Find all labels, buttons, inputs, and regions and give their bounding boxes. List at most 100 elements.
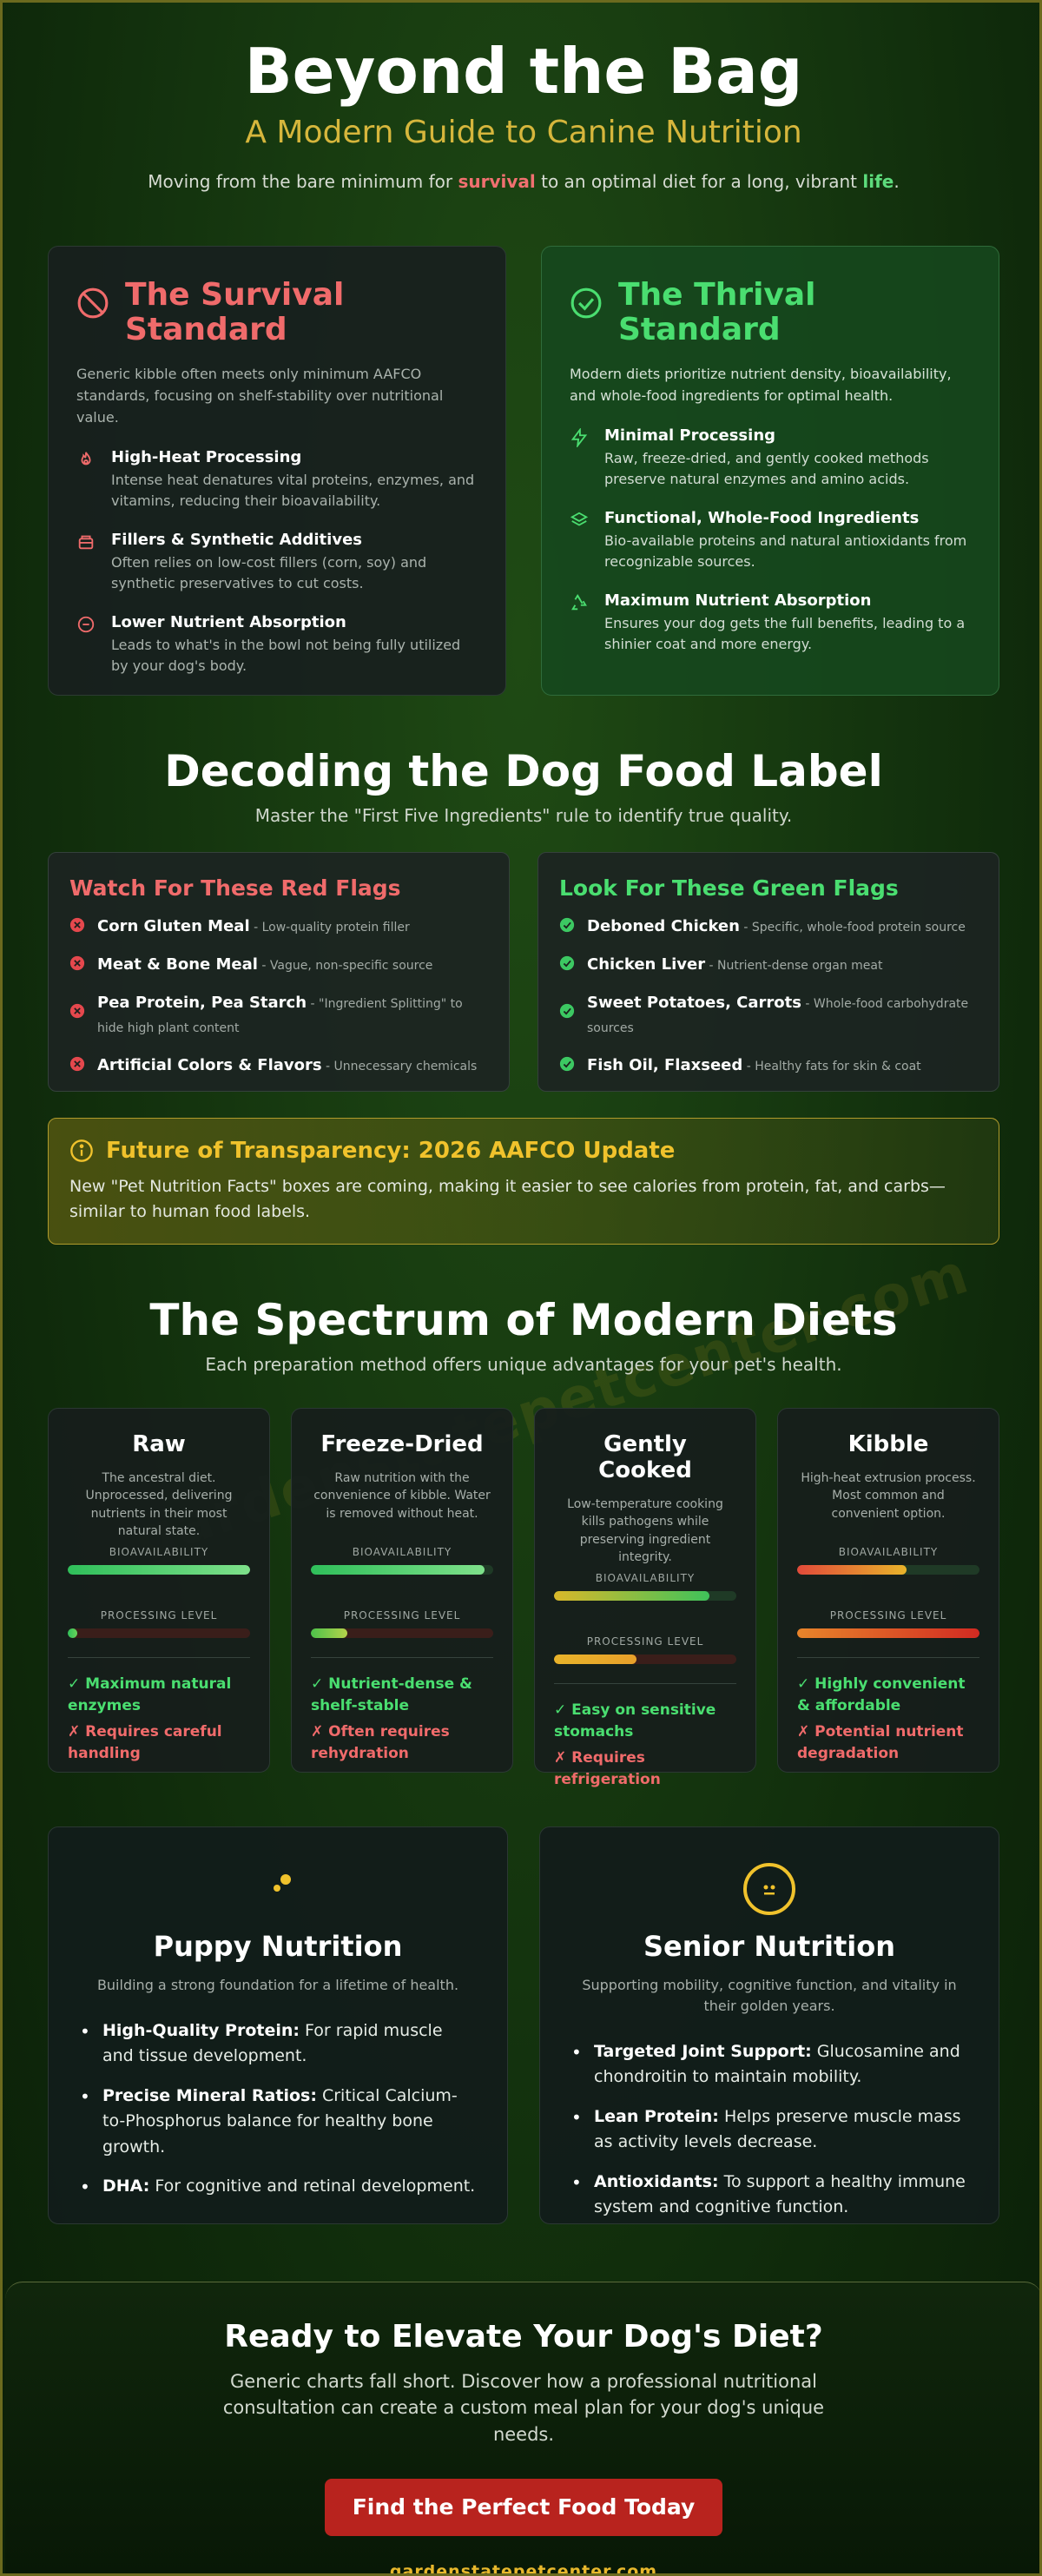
intro-mid: to an optimal diet for a long, vibrant — [535, 171, 863, 193]
intro-survival: survival — [458, 171, 536, 193]
senior-circle-icon — [743, 1863, 795, 1915]
red-flag-name: Corn Gluten Meal — [97, 917, 250, 935]
bioavailability-label: BIOAVAILABILITY — [109, 1546, 209, 1558]
diet-description: Raw nutrition with the convenience of ki… — [313, 1471, 491, 1521]
processing-bar — [797, 1628, 979, 1638]
green-flags-card: Look For These Green Flags Deboned Chick… — [537, 852, 999, 1092]
list-item: High-Quality Protein: For rapid muscle a… — [78, 2018, 478, 2070]
bioavailability-fill — [554, 1591, 709, 1601]
survival-item-text: Leads to what's in the bowl not being fu… — [111, 636, 461, 674]
check-dot-icon — [559, 955, 575, 970]
recycle-icon — [571, 593, 587, 611]
red-flag-item: Artificial Colors & Flavors - Unnecessar… — [69, 1054, 488, 1078]
thrival-description: Modern diets prioritize nutrient density… — [570, 366, 952, 404]
red-flag-desc: - Vague, non-specific source — [257, 958, 433, 973]
bioavailability-bar — [311, 1565, 493, 1575]
survival-description: Generic kibble often meets only minimum … — [76, 366, 444, 426]
divider — [554, 1683, 736, 1684]
processing-label: PROCESSING LEVEL — [586, 1635, 704, 1648]
thrival-item-text: Raw, freeze-dried, and gently cooked met… — [604, 449, 929, 487]
green-flag-item: Deboned Chicken - Specific, whole-food p… — [559, 915, 978, 939]
item-text: Critical Calcium-to-Phosphorus balance f… — [102, 2085, 458, 2157]
processing-label: PROCESSING LEVEL — [829, 1609, 947, 1622]
cta-text: Generic charts fall short. Discover how … — [222, 2371, 825, 2445]
red-flag-desc: - Unnecessary chemicals — [321, 1059, 478, 1073]
thrival-item-title: Minimal Processing — [604, 426, 776, 445]
ban-icon — [77, 287, 109, 319]
puppy-description: Building a strong foundation for a lifet… — [96, 1977, 459, 1993]
survival-item: High-Heat Processing Intense heat denatu… — [76, 448, 478, 512]
thrival-title: The Thrival Standard — [618, 277, 816, 347]
bioavailability-fill — [68, 1565, 250, 1575]
list-item: Antioxidants: To support a healthy immun… — [570, 2170, 969, 2221]
survival-item-title: Fillers & Synthetic Additives — [111, 530, 362, 549]
diets-section-title: The Spectrum of Modern Diets — [149, 1295, 898, 1345]
website-link[interactable]: gardenstatepetcenter.com — [389, 2562, 658, 2576]
bioavailability-bar — [797, 1565, 979, 1575]
survival-item-text: Often relies on low-cost fillers (corn, … — [111, 553, 427, 591]
container-icon — [78, 535, 94, 549]
find-food-button[interactable]: Find the Perfect Food Today — [325, 2479, 722, 2537]
diet-card-gently-cooked: Gently Cooked Low-temperature cooking ki… — [534, 1408, 756, 1788]
diet-name: Freeze-Dried — [320, 1431, 484, 1457]
thrival-item-text: Bio-available proteins and natural antio… — [604, 532, 967, 570]
minus-circle-icon — [77, 616, 95, 632]
thrival-item-text: Ensures your dog gets the full benefits,… — [604, 614, 966, 652]
x-circle-icon — [69, 955, 85, 970]
diet-card-kibble: Kibble High-heat extrusion process. Most… — [777, 1408, 999, 1773]
diet-con: ✗ Requires refrigeration — [554, 1749, 661, 1788]
survival-item-text: Intense heat denatures vital proteins, e… — [111, 471, 475, 509]
green-flag-desc: - Nutrient-dense organ meat — [705, 958, 883, 973]
intro-pre: Moving from the bare minimum for — [148, 171, 458, 193]
red-flag-item: Pea Protein, Pea Starch - "Ingredient Sp… — [69, 991, 488, 1040]
survival-item-title: High-Heat Processing — [111, 447, 302, 466]
diets-section-subtitle: Each preparation method offers unique ad… — [205, 1354, 842, 1375]
green-flag-desc: - Healthy fats for skin & coat — [742, 1059, 921, 1073]
green-flag-item: Fish Oil, Flaxseed - Healthy fats for sk… — [559, 1054, 978, 1078]
list-item: Lean Protein: Helps preserve muscle mass… — [570, 2104, 969, 2156]
green-flag-name: Deboned Chicken — [587, 917, 740, 935]
bioavailability-label: BIOAVAILABILITY — [595, 1572, 696, 1584]
senior-list: Targeted Joint Support: Glucosamine and … — [570, 2039, 969, 2221]
red-flags-card: Watch For These Red Flags Corn Gluten Me… — [48, 852, 510, 1092]
check-dot-icon — [559, 1056, 575, 1071]
green-flags-title: Look For These Green Flags — [559, 875, 899, 901]
red-flag-item: Corn Gluten Meal - Low-quality protein f… — [69, 915, 488, 939]
processing-bar — [68, 1628, 250, 1638]
x-circle-icon — [69, 1003, 85, 1018]
survival-title: The Survival Standard — [125, 277, 345, 347]
processing-label: PROCESSING LEVEL — [100, 1609, 218, 1622]
green-flag-desc: - Specific, whole-food protein source — [739, 921, 966, 935]
list-item: DHA: For cognitive and retinal developme… — [78, 2174, 478, 2201]
bioavailability-label: BIOAVAILABILITY — [352, 1546, 452, 1558]
page-subtitle: A Modern Guide to Canine Nutrition — [245, 115, 802, 151]
bioavailability-bar — [554, 1591, 736, 1601]
divider — [797, 1657, 979, 1658]
diets-section-header: The Spectrum of Modern Diets Each prepar… — [3, 1295, 1039, 1375]
puppy-title: Puppy Nutrition — [153, 1930, 403, 1963]
check-dot-icon — [559, 1003, 575, 1018]
thrival-item-title: Maximum Nutrient Absorption — [604, 591, 872, 610]
puppy-dots-icon — [274, 1874, 291, 1892]
senior-title: Senior Nutrition — [643, 1930, 896, 1963]
item-text: Helps preserve muscle mass as activity l… — [594, 2106, 961, 2152]
diet-con: ✗ Requires careful handling — [68, 1723, 222, 1762]
cta-section: Ready to Elevate Your Dog's Diet? Generi… — [5, 2282, 1039, 2576]
x-circle-icon — [69, 1056, 85, 1071]
item-text: For cognitive and retinal development. — [149, 2176, 476, 2196]
red-flag-item: Meat & Bone Meal - Vague, non-specific s… — [69, 953, 488, 977]
check-dot-icon — [559, 917, 575, 933]
survival-standard-card: The Survival Standard Generic kibble oft… — [48, 246, 506, 696]
label-section-subtitle: Master the "First Five Ingredients" rule… — [254, 805, 793, 826]
notice-title: Future of Transparency: 2026 AAFCO Updat… — [106, 1138, 676, 1164]
diet-description: The ancestral diet. Unprocessed, deliver… — [85, 1471, 233, 1538]
survival-item: Fillers & Synthetic Additives Often reli… — [76, 531, 478, 594]
bioavailability-fill — [797, 1565, 907, 1575]
green-flag-item: Sweet Potatoes, Carrots - Whole-food car… — [559, 991, 978, 1040]
intro-post: . — [894, 171, 900, 193]
senior-nutrition-card: Senior Nutrition Supporting mobility, co… — [539, 1826, 999, 2224]
diet-name: Raw — [132, 1431, 186, 1457]
green-flag-name: Fish Oil, Flaxseed — [587, 1055, 743, 1074]
intro-life: life — [862, 171, 894, 193]
